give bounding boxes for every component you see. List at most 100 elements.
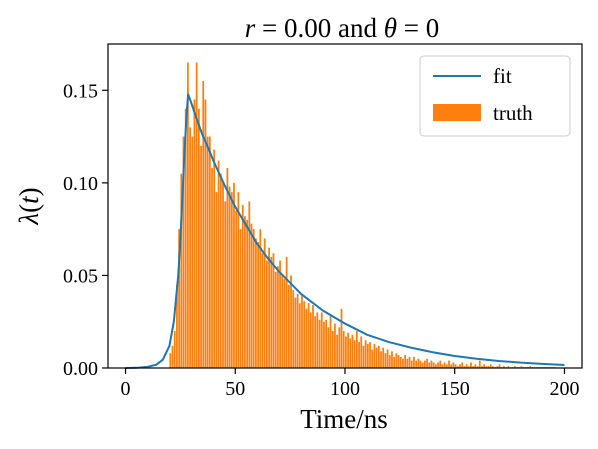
truth-bar [195,62,198,368]
x-tick-label: 50 [225,378,245,400]
truth-bar [320,312,323,368]
truth-bar [244,216,246,368]
truth-bar [327,327,330,368]
truth-bar [312,305,314,368]
truth-bar [472,366,475,368]
truth-bar [366,343,369,368]
truth-bar [375,347,378,368]
truth-bar [347,332,349,368]
truth-bars [169,62,556,369]
truth-bar [404,355,407,368]
truth-bar [485,366,488,368]
truth-bar [213,149,216,368]
truth-bar [257,242,260,368]
truth-bar [369,342,371,368]
truth-bar [191,136,194,368]
truth-bar [399,356,402,368]
title-r-symbol: r [245,13,256,43]
truth-bar [296,293,299,368]
y-title-t: t [14,195,44,204]
truth-bar [303,301,306,368]
truth-bar [272,253,275,368]
truth-bar [503,366,505,368]
truth-bar [351,334,354,368]
truth-bar [197,108,200,369]
x-axis-title: Time/ns [300,404,388,434]
truth-bar [360,336,363,368]
legend-truth-swatch [433,104,481,121]
truth-bar [426,358,428,368]
truth-bar [276,266,279,368]
truth-bar [290,275,292,368]
truth-bar [498,364,501,368]
truth-bar [456,366,459,368]
x-tick-label: 100 [330,378,360,400]
truth-bar [434,364,437,368]
title-r-value: = 0.00 and [255,13,383,43]
truth-bar [316,312,319,368]
truth-bar [301,293,303,368]
truth-bar [248,201,251,368]
truth-bar [384,353,387,368]
truth-bar [283,279,286,368]
truth-bar [397,355,400,368]
truth-bar [184,108,187,369]
truth-bar [270,256,273,368]
truth-bar [340,308,343,368]
y-title-open: ( [14,204,44,213]
truth-bar [421,362,424,368]
truth-bar [255,238,257,368]
truth-bar [476,366,479,368]
truth-bar [419,360,422,368]
truth-bar [470,362,472,368]
y-tick-label: 0.10 [63,173,98,195]
truth-bar [173,330,176,368]
truth-bar [226,168,229,368]
truth-bar [323,321,325,368]
truth-bar [292,290,295,368]
truth-bar [250,223,253,368]
truth-bar [393,356,396,368]
truth-bar [187,62,189,368]
truth-bar [180,173,183,368]
truth-bar [279,260,281,368]
truth-bar [353,340,356,368]
truth-bar [395,353,398,368]
legend-truth-label: truth [493,101,533,125]
truth-bar [342,330,345,368]
truth-bar [219,173,222,368]
truth-bar [529,366,532,368]
truth-bar [417,358,420,368]
truth-bar [239,229,242,368]
truth-bar [202,81,205,368]
truth-bar [285,256,288,368]
truth-bar [307,303,310,368]
truth-bar [349,338,352,368]
truth-bar [358,342,360,368]
y-tick-label: 0.15 [63,80,98,102]
truth-bar [325,319,328,368]
truth-bar [189,127,191,368]
truth-bar [492,366,494,368]
truth-bar [261,253,264,368]
truth-bar [294,297,297,368]
truth-bar [413,356,415,368]
x-ticks: 0 50 100 150 200 [121,368,579,400]
truth-bar [263,238,266,368]
title-theta-value: = 0 [397,13,439,43]
truth-bar [206,136,209,368]
truth-bar [402,358,404,368]
truth-bar [481,366,483,368]
truth-bar [268,247,270,368]
truth-bar [467,366,470,368]
truth-bar [410,360,413,368]
truth-bar [252,229,255,368]
truth-bar [171,345,174,368]
truth-bar [463,366,466,368]
truth-bar [274,271,277,368]
truth-bar [441,364,444,368]
truth-bar [483,364,486,368]
truth-bar [336,334,339,368]
truth-bar [233,182,235,368]
truth-bar [437,362,439,368]
